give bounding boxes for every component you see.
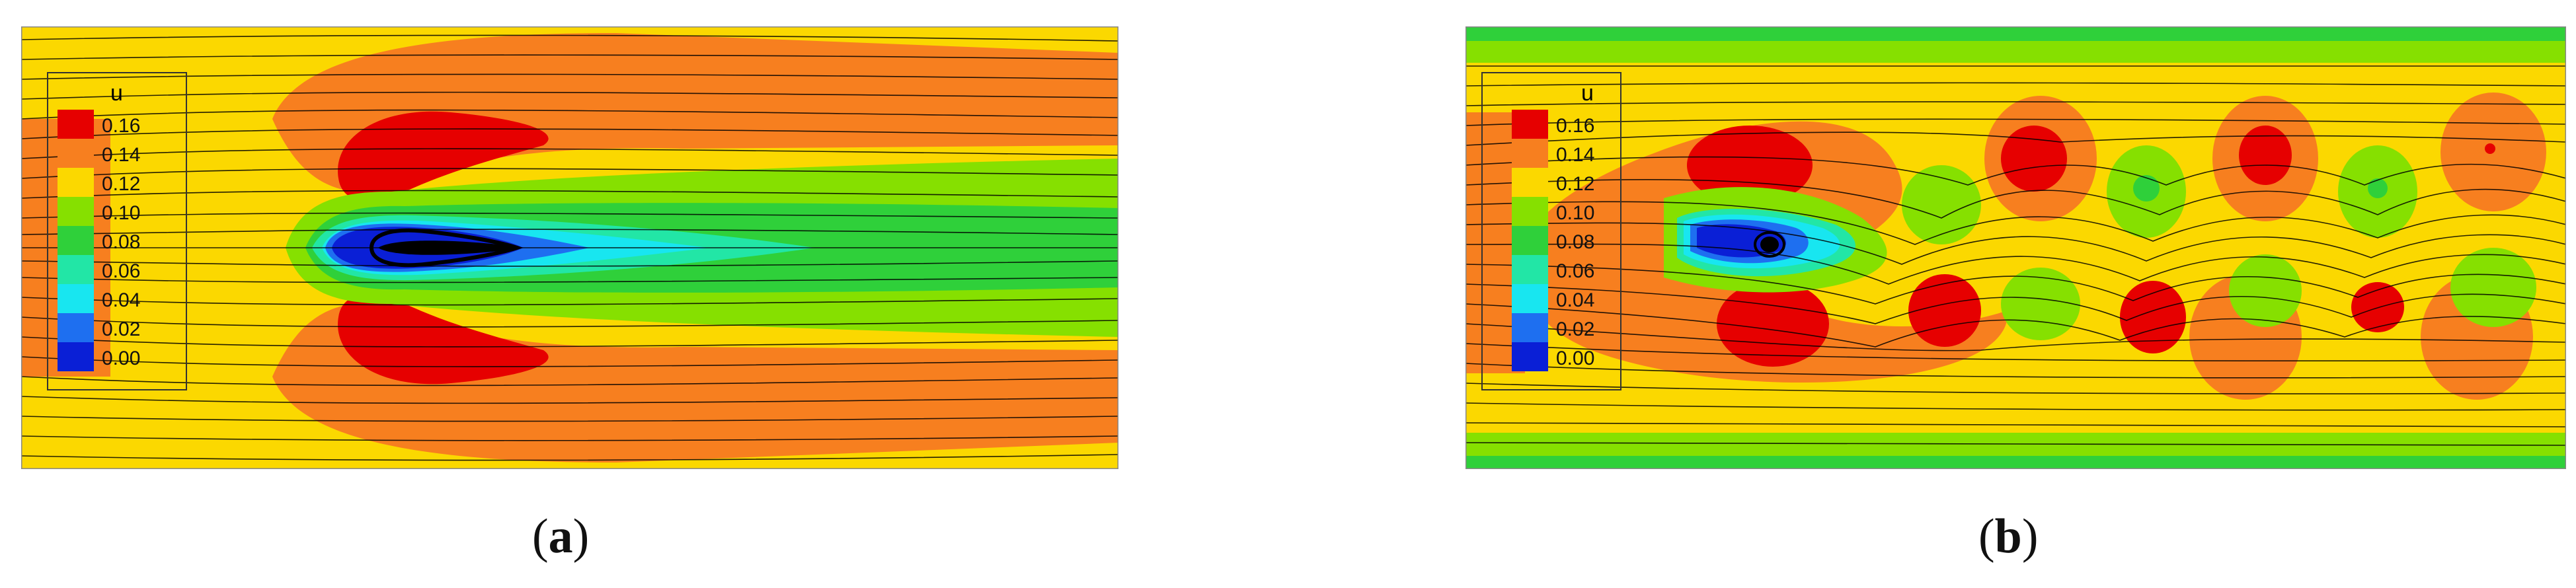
contour-plot-b: u 0.16 0.14 0.12 0.10 0.08 0.06 0.04 — [1465, 26, 2566, 469]
wake-lobe — [2450, 248, 2536, 327]
legend-label: 0.10 — [102, 202, 140, 224]
legend-label: 0.06 — [102, 260, 140, 282]
wake-lobe — [1902, 165, 1981, 244]
legend-label: 0.04 — [1556, 289, 1594, 311]
legend-label: 0.10 — [1556, 202, 1594, 224]
wake-lobe — [2229, 254, 2302, 327]
legend-label: 0.08 — [1556, 231, 1594, 253]
panel-caption-b: (b) — [1978, 509, 2038, 565]
legend-label: 0.04 — [102, 289, 140, 311]
lower-red-lobe — [338, 294, 549, 385]
caption-label: a — [548, 509, 573, 564]
legend-label: 0.12 — [1556, 173, 1594, 195]
wake-core — [2368, 178, 2388, 198]
velocity-field-b: u 0.16 0.14 0.12 0.10 0.08 0.06 0.04 — [1465, 26, 2566, 469]
legend-label: 0.00 — [1556, 348, 1594, 369]
vortex-core — [2485, 143, 2495, 154]
velocity-field-a: u 0.16 0.14 0.12 0.10 0.08 0.06 0.04 — [21, 26, 1118, 469]
wake-core — [2133, 175, 2160, 202]
vortex-core — [2120, 281, 2186, 353]
vortex-core — [2001, 126, 2067, 192]
vortex-core — [1908, 274, 1981, 347]
legend-title: u — [110, 81, 123, 106]
panel-caption-a: (a) — [532, 509, 589, 565]
legend-label: 0.06 — [1556, 260, 1594, 282]
legend-label: 0.16 — [1556, 115, 1594, 137]
caption-open: ( — [532, 509, 549, 564]
legend-swatches — [1512, 110, 1548, 371]
caption-label: b — [1994, 509, 2022, 564]
body-shape — [1760, 237, 1779, 252]
vortex-core — [2239, 126, 2292, 185]
legend-label: 0.02 — [102, 318, 140, 340]
upper-red-lobe — [338, 111, 549, 202]
wake-lobe — [2001, 268, 2080, 340]
legend-label: 0.00 — [102, 348, 140, 369]
caption-open: ( — [1978, 509, 1995, 564]
legend-label: 0.12 — [102, 173, 140, 195]
legend-label: 0.02 — [1556, 318, 1594, 340]
legend-label: 0.14 — [1556, 144, 1594, 166]
legend-title: u — [1581, 81, 1594, 106]
legend-label: 0.14 — [102, 144, 140, 166]
legend-label: 0.16 — [102, 115, 140, 137]
color-legend-a: u 0.16 0.14 0.12 0.10 0.08 0.06 0.04 — [47, 72, 187, 390]
color-legend-b: u 0.16 0.14 0.12 0.10 0.08 0.06 0.04 — [1481, 72, 1621, 390]
caption-close: ) — [2021, 509, 2039, 564]
legend-swatches — [58, 110, 94, 371]
legend-label: 0.08 — [102, 231, 140, 253]
caption-close: ) — [572, 509, 590, 564]
streamlines — [21, 34, 1118, 461]
body-outline — [1754, 231, 1785, 258]
contour-plot-a: u 0.16 0.14 0.12 0.10 0.08 0.06 0.04 — [21, 26, 1118, 469]
